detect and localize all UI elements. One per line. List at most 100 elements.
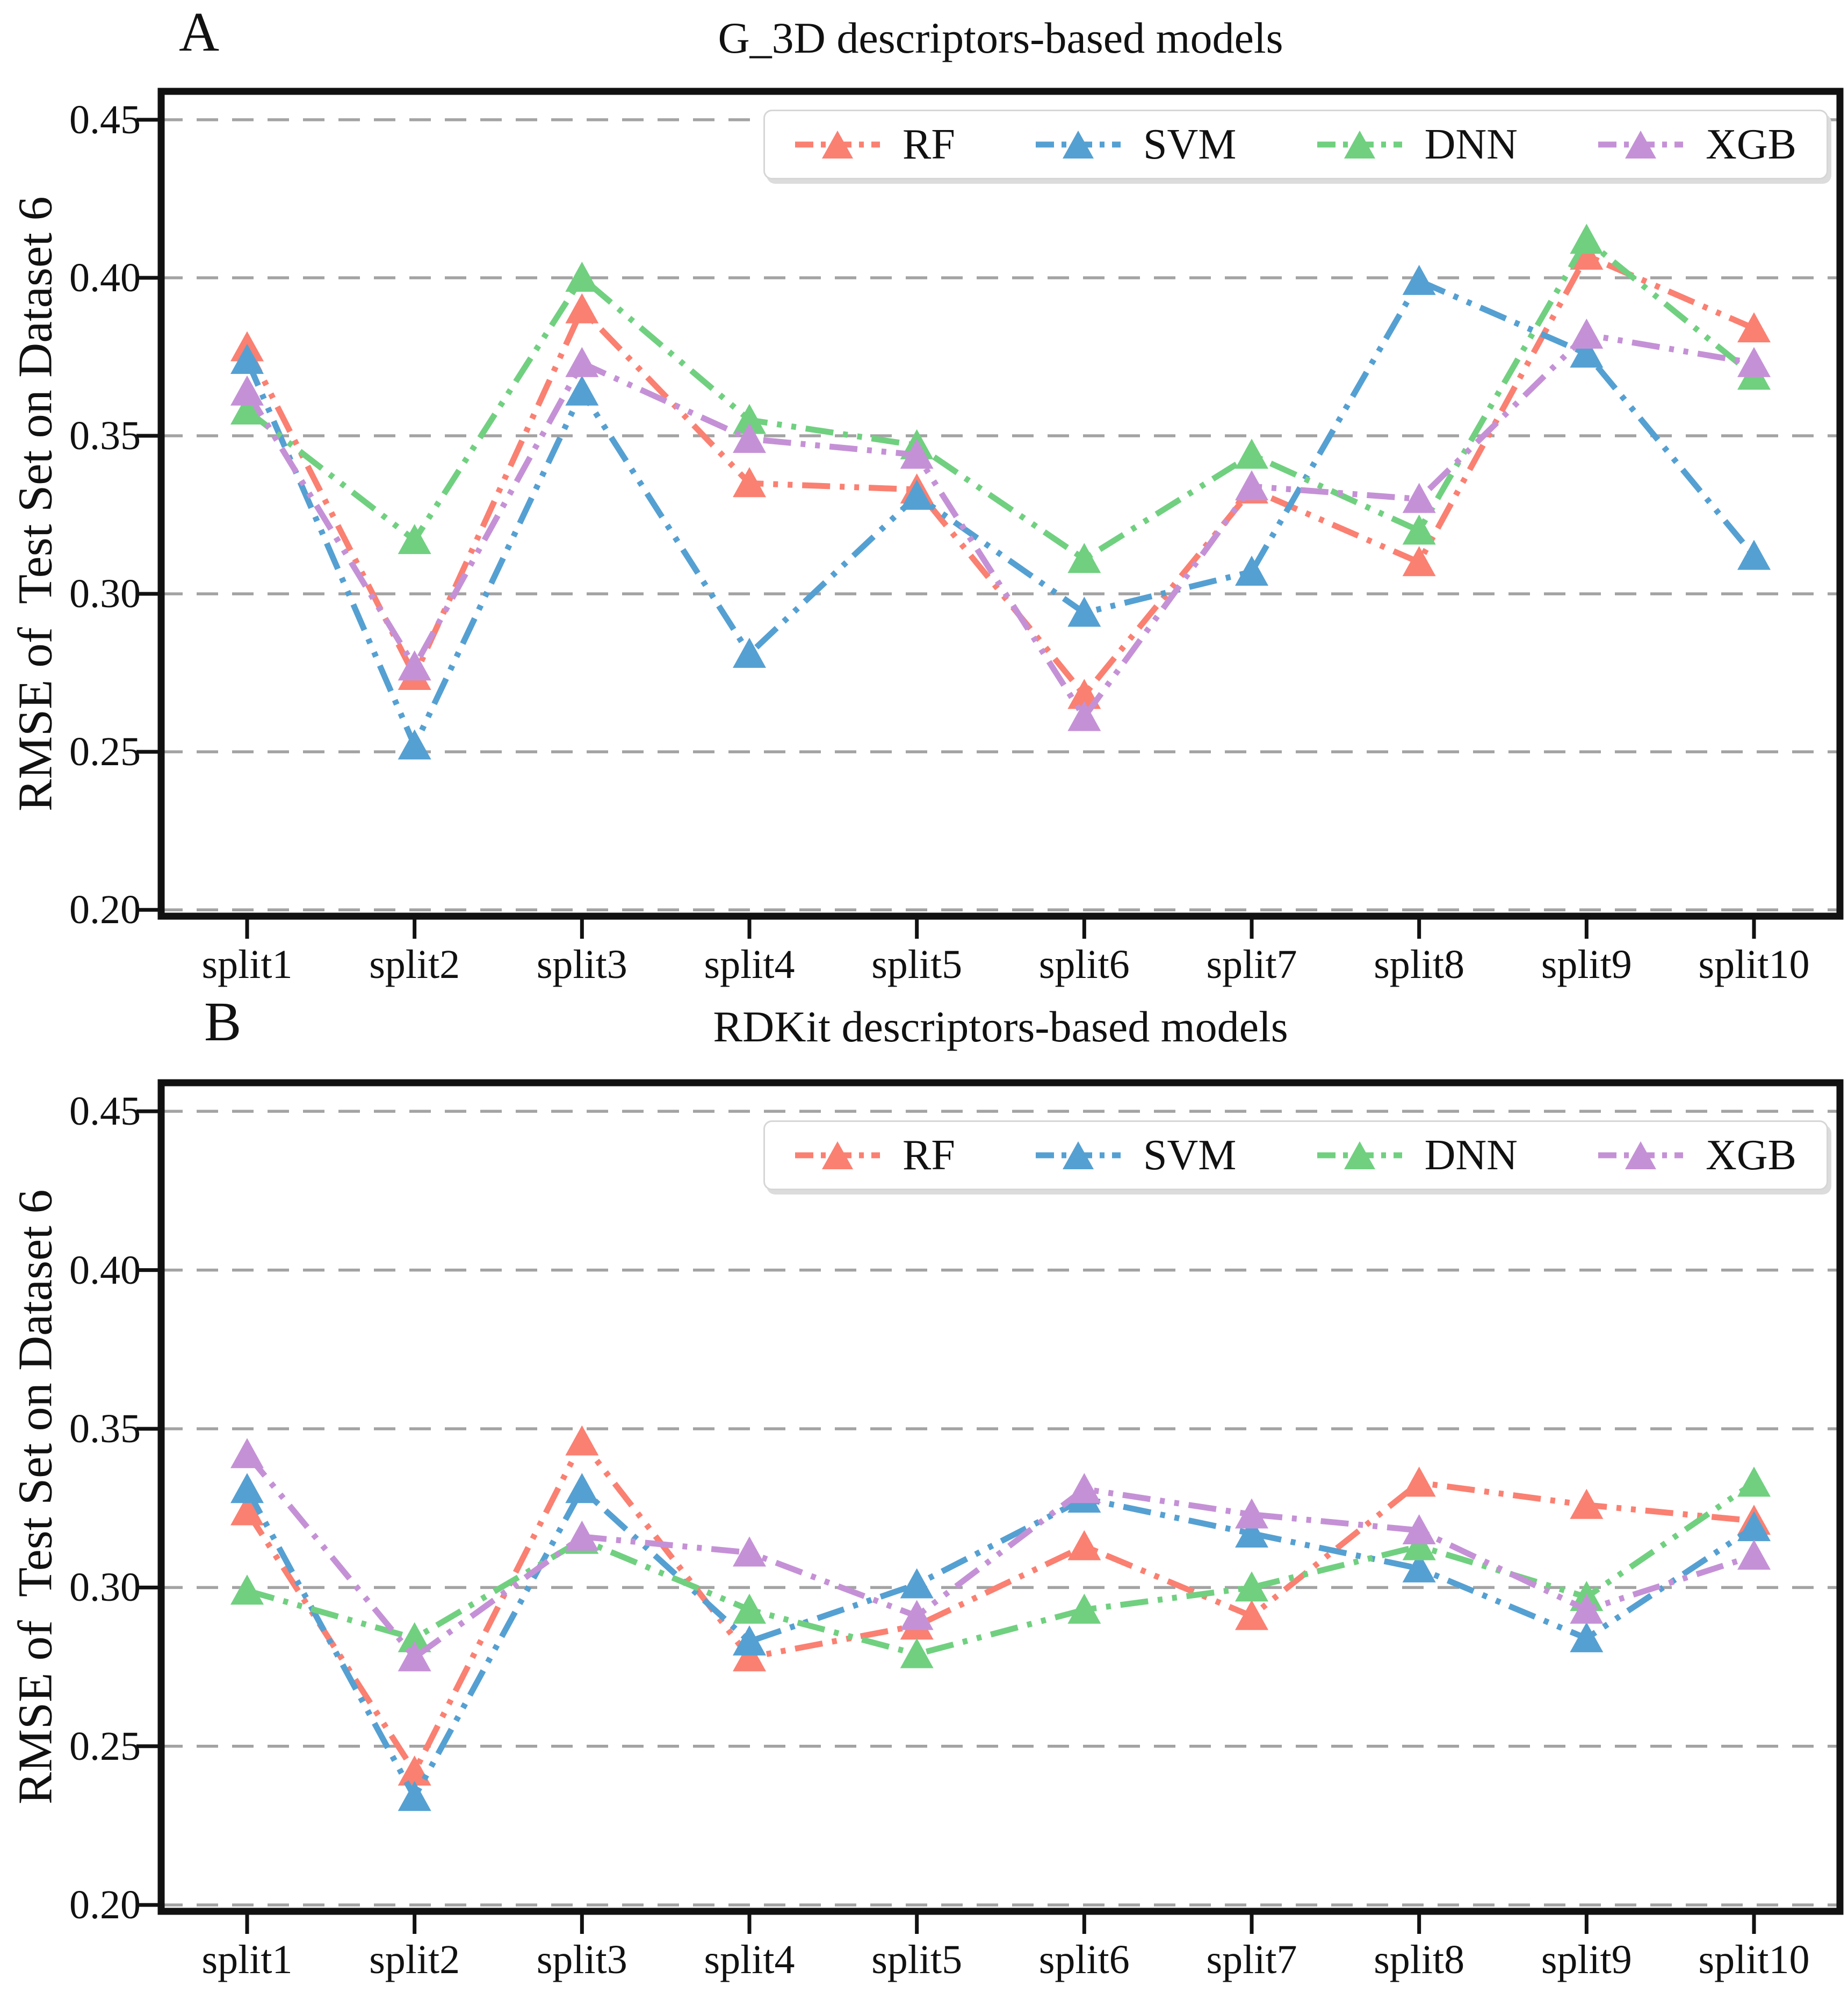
legend-entry-dnn: DNN: [1317, 1134, 1518, 1177]
y-tick-label: 0.20: [69, 887, 141, 933]
legend-label: XGB: [1706, 121, 1796, 168]
series-line-xgb: [244, 331, 1755, 723]
marker-dnn-split6: [1067, 543, 1101, 573]
panel-a-letter: A: [179, 1, 220, 63]
marker-dnn-split7: [1235, 438, 1268, 469]
panel-a-legend: RF SVM DNN XGB: [763, 110, 1828, 179]
y-tick-label: 0.35: [69, 1406, 141, 1451]
marker-rf-split3: [565, 1425, 599, 1456]
marker-rf-split8: [1402, 1466, 1436, 1497]
y-tick-label: 0.40: [69, 255, 141, 300]
marker-rf-split3: [565, 293, 599, 323]
marker-xgb-split4: [733, 422, 766, 453]
marker-xgb-split7: [1235, 1498, 1268, 1529]
x-tick-label: split1: [201, 942, 293, 987]
panel-b-letter: B: [204, 991, 242, 1053]
marker-xgb-split6: [1067, 701, 1101, 731]
legend-label: RF: [903, 1132, 955, 1179]
marker-svm-split10: [1737, 1511, 1771, 1542]
marker-dnn-split7: [1235, 1571, 1268, 1602]
marker-svm-split7: [1235, 1517, 1268, 1548]
y-tick-label: 0.30: [69, 1565, 141, 1610]
x-tick-label: split7: [1206, 942, 1297, 987]
marker-svm-split1: [230, 343, 264, 374]
marker-rf-split6: [1067, 1530, 1101, 1560]
x-tick-label: split5: [871, 1937, 963, 1982]
x-tick-label: split5: [871, 942, 963, 987]
legend-entry-rf: RF: [795, 123, 955, 166]
marker-xgb-split2: [398, 1641, 431, 1672]
marker-svm-split5: [900, 1568, 934, 1599]
marker-svm-split8: [1402, 264, 1436, 295]
legend-entry-svm: SVM: [1036, 1134, 1236, 1177]
y-tick-label: 0.20: [69, 1882, 141, 1928]
marker-xgb-split10: [1737, 1539, 1771, 1570]
plot-box: [157, 1079, 1844, 1915]
panel-a-y-axis-label: RMSE of Test Set on Dataset 6: [9, 196, 62, 812]
series-line-xgb: [244, 1452, 1755, 1661]
marker-xgb-split9: [1570, 318, 1604, 349]
x-tick-label: split2: [369, 942, 460, 987]
marker-xgb-split2: [398, 650, 431, 681]
marker-rf-split8: [1402, 546, 1436, 577]
y-tick-label: 0.45: [69, 97, 141, 142]
marker-xgb-split5: [900, 1600, 934, 1630]
marker-dnn-split10: [1737, 1466, 1771, 1497]
marker-xgb-split1: [230, 375, 264, 406]
marker-svm-split3: [565, 1473, 599, 1503]
marker-svm-split1: [230, 1473, 264, 1503]
marker-dnn-split9: [1570, 224, 1604, 254]
series-line-svm: [244, 277, 1757, 753]
marker-svm-split7: [1235, 555, 1268, 586]
marker-xgb-split1: [230, 1438, 264, 1469]
marker-rf-split7: [1235, 1600, 1268, 1630]
x-tick-label: split7: [1206, 1937, 1297, 1982]
legend-label: XGB: [1706, 1132, 1796, 1179]
marker-rf-split9: [1570, 1488, 1604, 1519]
x-tick-label: split4: [704, 1937, 795, 1982]
marker-rf-split10: [1737, 312, 1771, 343]
series-line-rf: [244, 251, 1756, 700]
x-tick-label: split3: [536, 1937, 627, 1982]
marker-svm-split2: [398, 1781, 431, 1811]
marker-svm-split9: [1570, 337, 1604, 368]
legend-entry-svm: SVM: [1036, 123, 1236, 166]
y-tick-label: 0.25: [69, 1723, 141, 1769]
marker-xgb-split3: [565, 1520, 599, 1551]
x-tick-label: split10: [1698, 942, 1810, 987]
y-tick-label: 0.35: [69, 413, 141, 459]
marker-svm-split4: [733, 1625, 766, 1656]
x-tick-label: split2: [369, 1937, 460, 1982]
marker-xgb-split6: [1067, 1473, 1101, 1503]
y-tick-label: 0.40: [69, 1247, 141, 1293]
legend-marker-dnn-icon: [1317, 131, 1402, 159]
y-tick-label: 0.25: [69, 729, 141, 775]
marker-rf-split4: [733, 1641, 766, 1672]
panel-b-legend: RF SVM DNN XGB: [763, 1120, 1828, 1190]
marker-rf-split9: [1570, 239, 1604, 270]
marker-dnn-split1: [230, 394, 264, 425]
marker-svm-split3: [565, 375, 599, 406]
x-tick-label: split9: [1541, 942, 1632, 987]
marker-xgb-split8: [1402, 483, 1436, 513]
legend-marker-svm-icon: [1036, 131, 1121, 159]
series-line-svm: [244, 1484, 1756, 1803]
x-tick-label: split6: [1038, 1937, 1130, 1982]
marker-xgb-split7: [1235, 470, 1268, 501]
marker-dnn-split8: [1402, 514, 1436, 545]
y-tick-label: 0.45: [69, 1089, 141, 1134]
x-tick-label: split8: [1374, 1937, 1465, 1982]
marker-svm-split9: [1570, 1622, 1604, 1652]
series-line-dnn: [245, 235, 1756, 563]
x-tick-label: split9: [1541, 1937, 1632, 1982]
marker-rf-split4: [733, 467, 766, 498]
marker-dnn-split5: [900, 1638, 934, 1668]
legend-label: DNN: [1424, 1132, 1518, 1179]
legend-label: SVM: [1143, 121, 1237, 168]
marker-dnn-split3: [565, 261, 599, 292]
legend-label: DNN: [1424, 121, 1518, 168]
legend-marker-xgb-icon: [1598, 131, 1684, 159]
marker-svm-split8: [1402, 1552, 1436, 1582]
legend-entry-rf: RF: [795, 1134, 955, 1177]
